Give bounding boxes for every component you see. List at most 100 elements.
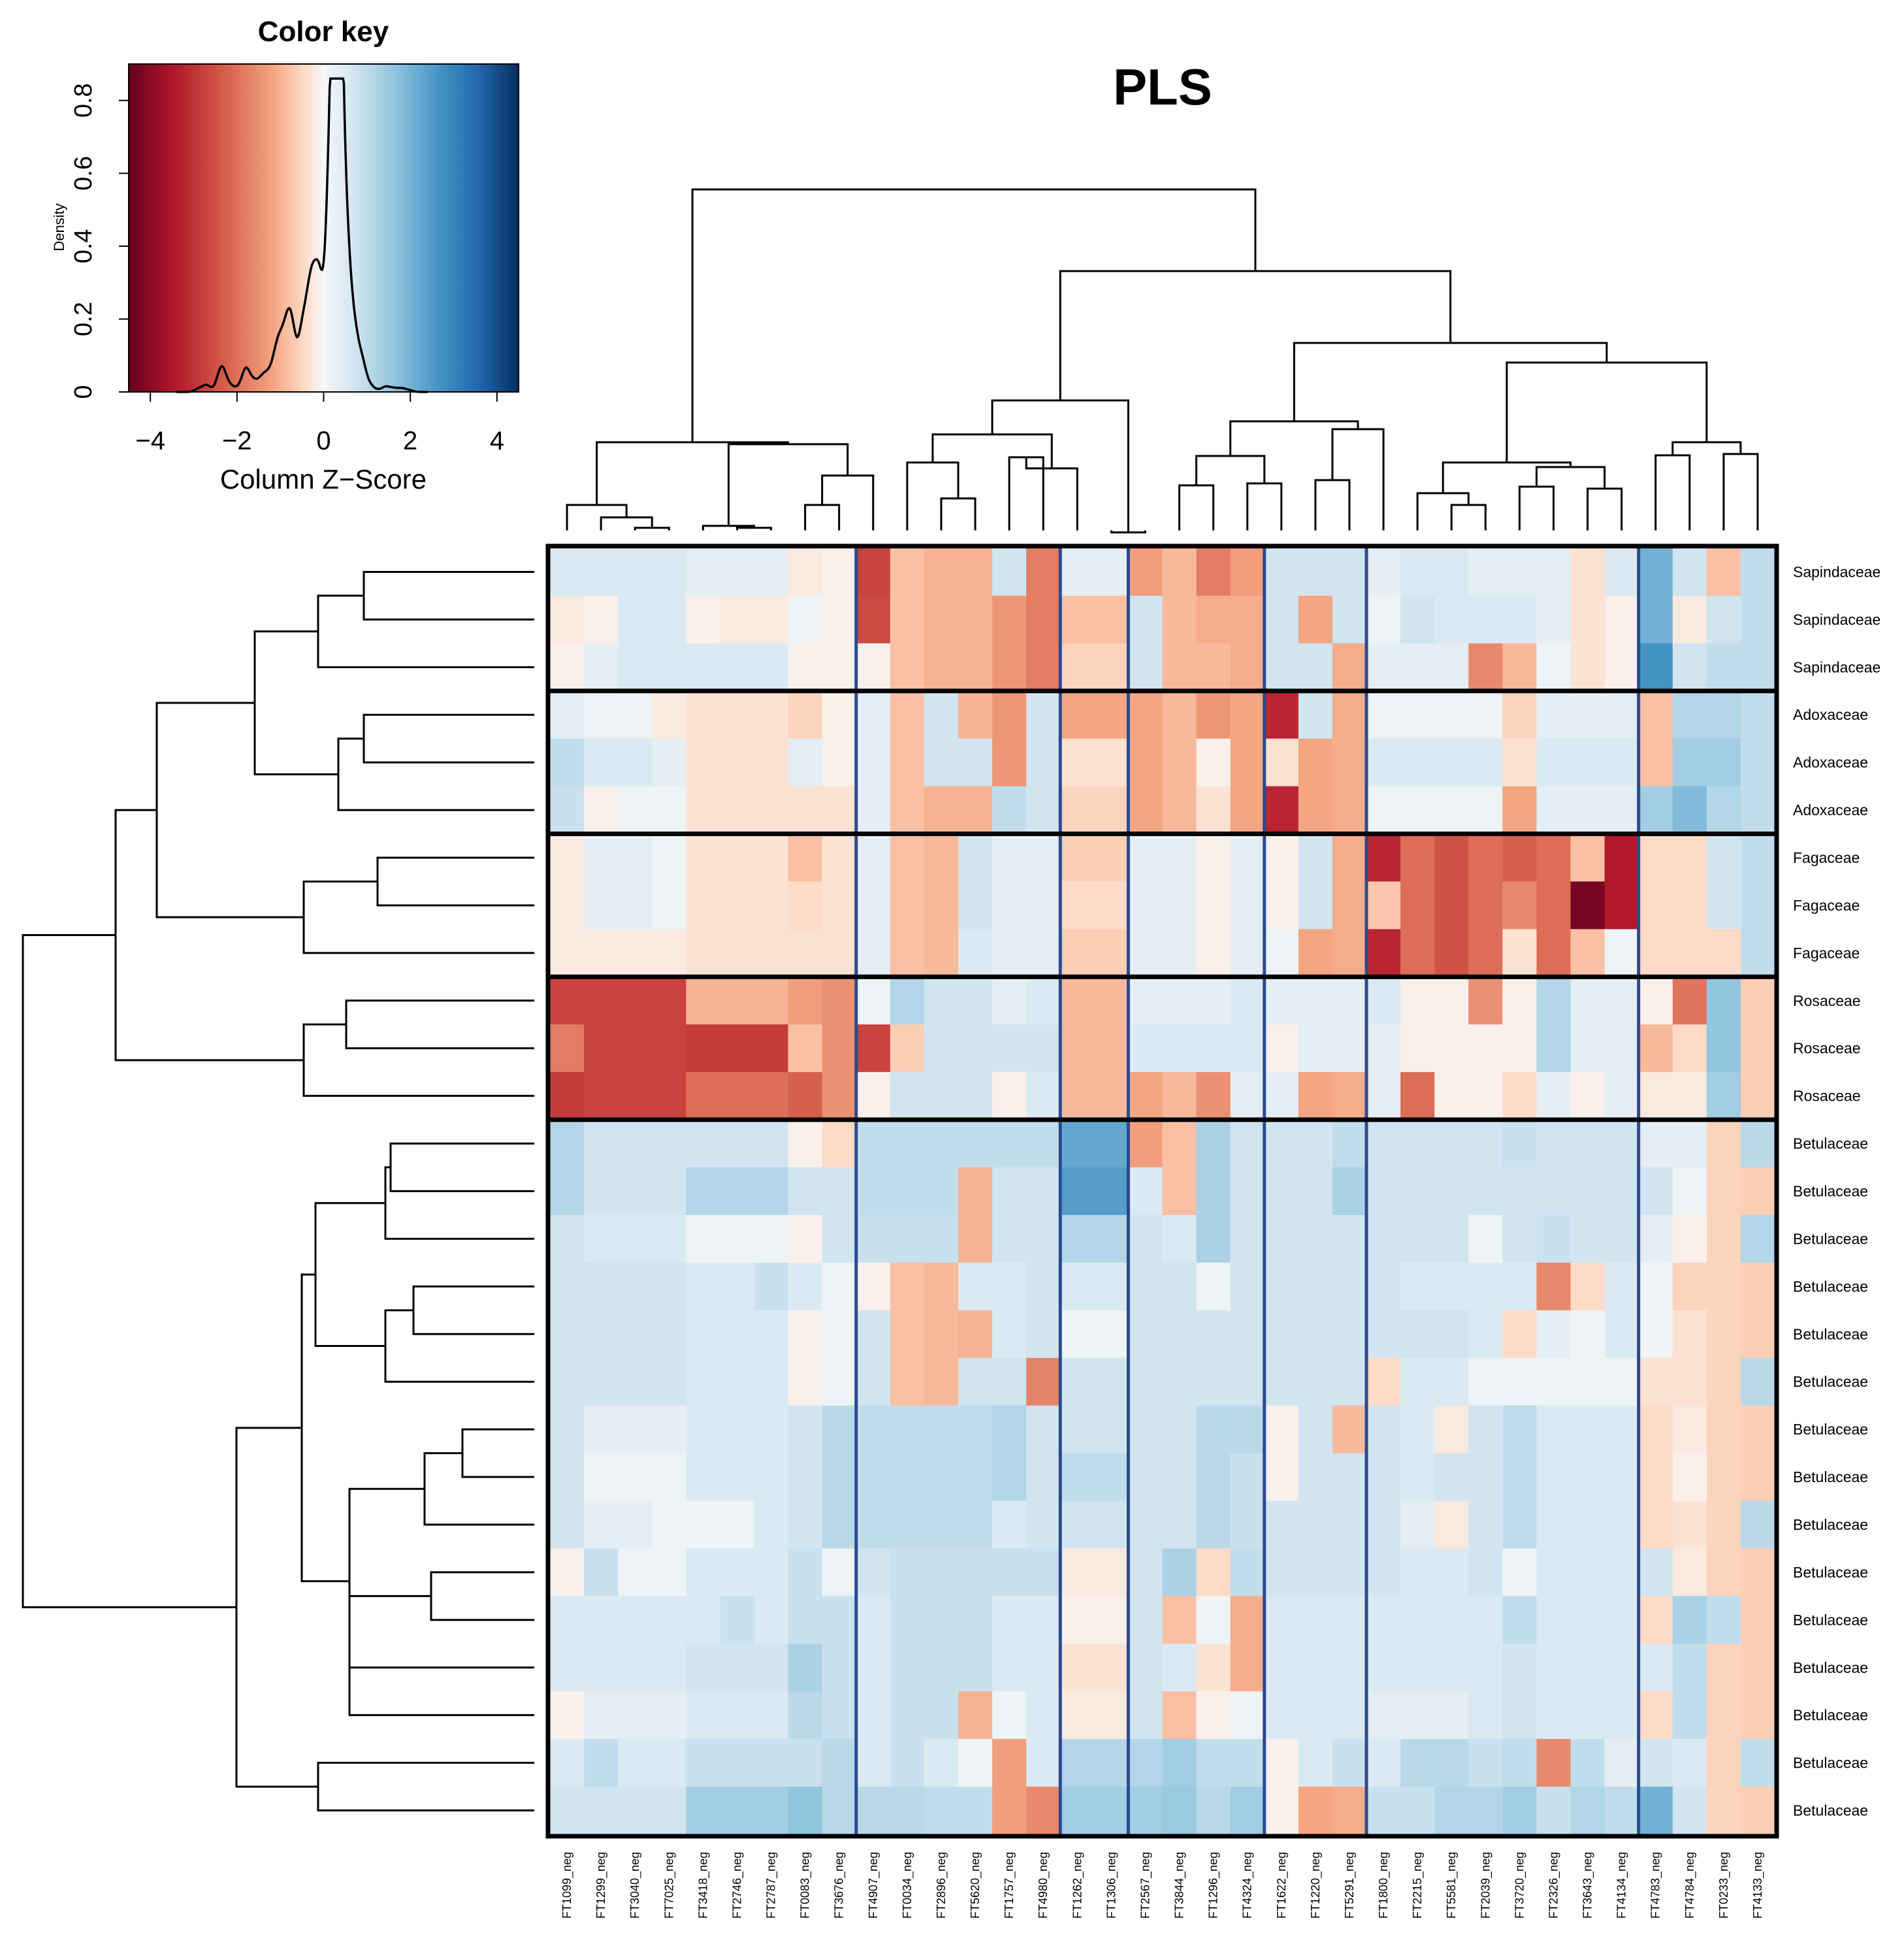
heatmap-cell: [788, 643, 823, 692]
heatmap-cell: [1060, 548, 1095, 596]
heatmap-cell: [788, 1357, 823, 1406]
heatmap-cell: [1264, 1596, 1299, 1644]
heatmap-cell: [584, 1120, 619, 1168]
column-label: FT2326_neg: [1547, 1852, 1561, 1919]
heatmap-cell: [924, 548, 959, 596]
heatmap-cell: [1400, 1453, 1435, 1502]
column-label: FT3720_neg: [1513, 1852, 1526, 1919]
heatmap-cell: [720, 738, 755, 787]
heatmap-cell: [550, 1024, 585, 1073]
heatmap-cell: [1502, 1214, 1538, 1263]
heatmap-cell: [1570, 1739, 1605, 1787]
row-dendrogram-branch: [461, 1428, 534, 1478]
heatmap-cell: [1128, 1453, 1163, 1502]
heatmap-cell: [1638, 881, 1673, 930]
heatmap-cell: [1128, 1644, 1163, 1692]
heatmap-cell: [1264, 1167, 1299, 1216]
heatmap-cell: [652, 1262, 686, 1311]
heatmap-cell: [1638, 1548, 1673, 1596]
heatmap-cell: [1570, 1500, 1605, 1549]
row-label: Adoxaceae: [1793, 706, 1868, 723]
heatmap-cell: [686, 1644, 721, 1692]
heatmap-cell: [1060, 1214, 1095, 1263]
heatmap-cell: [1570, 929, 1605, 977]
heatmap-cell: [1366, 1214, 1401, 1263]
heatmap-cell: [618, 1596, 653, 1644]
key-ytick-label: 0.2: [70, 302, 97, 336]
heatmap-cell: [1638, 1596, 1673, 1644]
heatmap-cell: [856, 1739, 891, 1787]
heatmap-cell: [958, 1024, 993, 1073]
heatmap-cell: [754, 786, 789, 835]
heatmap-cell: [924, 1453, 959, 1502]
heatmap-cell: [1230, 643, 1265, 692]
heatmap-cell: [1434, 1024, 1469, 1073]
heatmap-cell: [856, 738, 891, 787]
heatmap-cell: [1672, 1596, 1707, 1644]
heatmap-cell: [1094, 690, 1129, 739]
heatmap-cell: [754, 595, 789, 644]
heatmap-cell: [686, 548, 721, 596]
column-label: FT4324_neg: [1241, 1852, 1255, 1919]
heatmap-cell: [788, 1548, 823, 1596]
heatmap-cell: [924, 690, 959, 739]
heatmap-cell: [1196, 1262, 1231, 1311]
heatmap-cell: [822, 1405, 857, 1454]
heatmap-cell: [720, 786, 755, 835]
heatmap-cell: [1298, 1357, 1333, 1406]
heatmap-cell: [1536, 881, 1572, 930]
heatmap-cell: [788, 834, 823, 883]
column-label: FT1800_neg: [1377, 1852, 1391, 1919]
heatmap-cell: [1332, 834, 1367, 883]
heatmap-cell: [1162, 1548, 1197, 1596]
heatmap-cell: [1638, 643, 1673, 692]
key-xtick-label: 0: [316, 427, 331, 455]
column-label: FT1306_neg: [1105, 1852, 1118, 1919]
heatmap-cell: [618, 1167, 653, 1216]
heatmap-cell: [1162, 1214, 1197, 1263]
heatmap-cell: [618, 1405, 653, 1454]
heatmap-cell: [1332, 595, 1367, 644]
heatmap-cell: [1502, 643, 1538, 692]
heatmap-cell: [822, 1739, 857, 1787]
heatmap-cell: [1298, 1405, 1333, 1454]
heatmap-cell: [890, 1691, 925, 1740]
heatmap-cell: [856, 1596, 891, 1644]
heatmap-cell: [1094, 881, 1129, 930]
column-label: FT1220_neg: [1309, 1852, 1323, 1919]
heatmap-cell: [1434, 1691, 1469, 1740]
heatmap-cell: [1230, 1024, 1265, 1073]
heatmap-cell: [1026, 1214, 1061, 1263]
heatmap-cell: [1502, 1453, 1538, 1502]
heatmap-cell: [550, 1691, 585, 1740]
heatmap-cell: [1570, 1214, 1605, 1263]
heatmap-cell: [1400, 881, 1435, 930]
heatmap-cell: [1298, 1453, 1333, 1502]
heatmap-cell: [1434, 1405, 1469, 1454]
row-label: Betulaceae: [1793, 1278, 1868, 1295]
heatmap-cell: [1264, 1691, 1299, 1740]
heatmap-cell: [1502, 881, 1538, 930]
heatmap-cell: [1604, 1500, 1639, 1549]
heatmap-cell: [1740, 1787, 1775, 1835]
heatmap-cell: [618, 881, 653, 930]
heatmap-cell: [1162, 1500, 1197, 1549]
heatmap-cell: [1672, 929, 1707, 977]
heatmap-cell: [1366, 1500, 1401, 1549]
heatmap-cell: [1094, 738, 1129, 787]
heatmap-cell: [1638, 1453, 1673, 1502]
heatmap-cell: [1400, 1024, 1435, 1073]
row-dendrogram-branch: [302, 1023, 534, 1097]
heatmap-cell: [1366, 1548, 1401, 1596]
heatmap-cell: [1162, 1405, 1197, 1454]
heatmap-cell: [550, 1500, 585, 1549]
row-dendrogram-branch: [384, 1309, 534, 1383]
heatmap-cell: [720, 1120, 755, 1168]
heatmap-cell: [1298, 881, 1333, 930]
heatmap-cell: [1332, 738, 1367, 787]
heatmap-cell: [958, 1120, 993, 1168]
heatmap-cell: [992, 1072, 1027, 1120]
heatmap-cell: [788, 1120, 823, 1168]
heatmap-cell: [924, 1644, 959, 1692]
